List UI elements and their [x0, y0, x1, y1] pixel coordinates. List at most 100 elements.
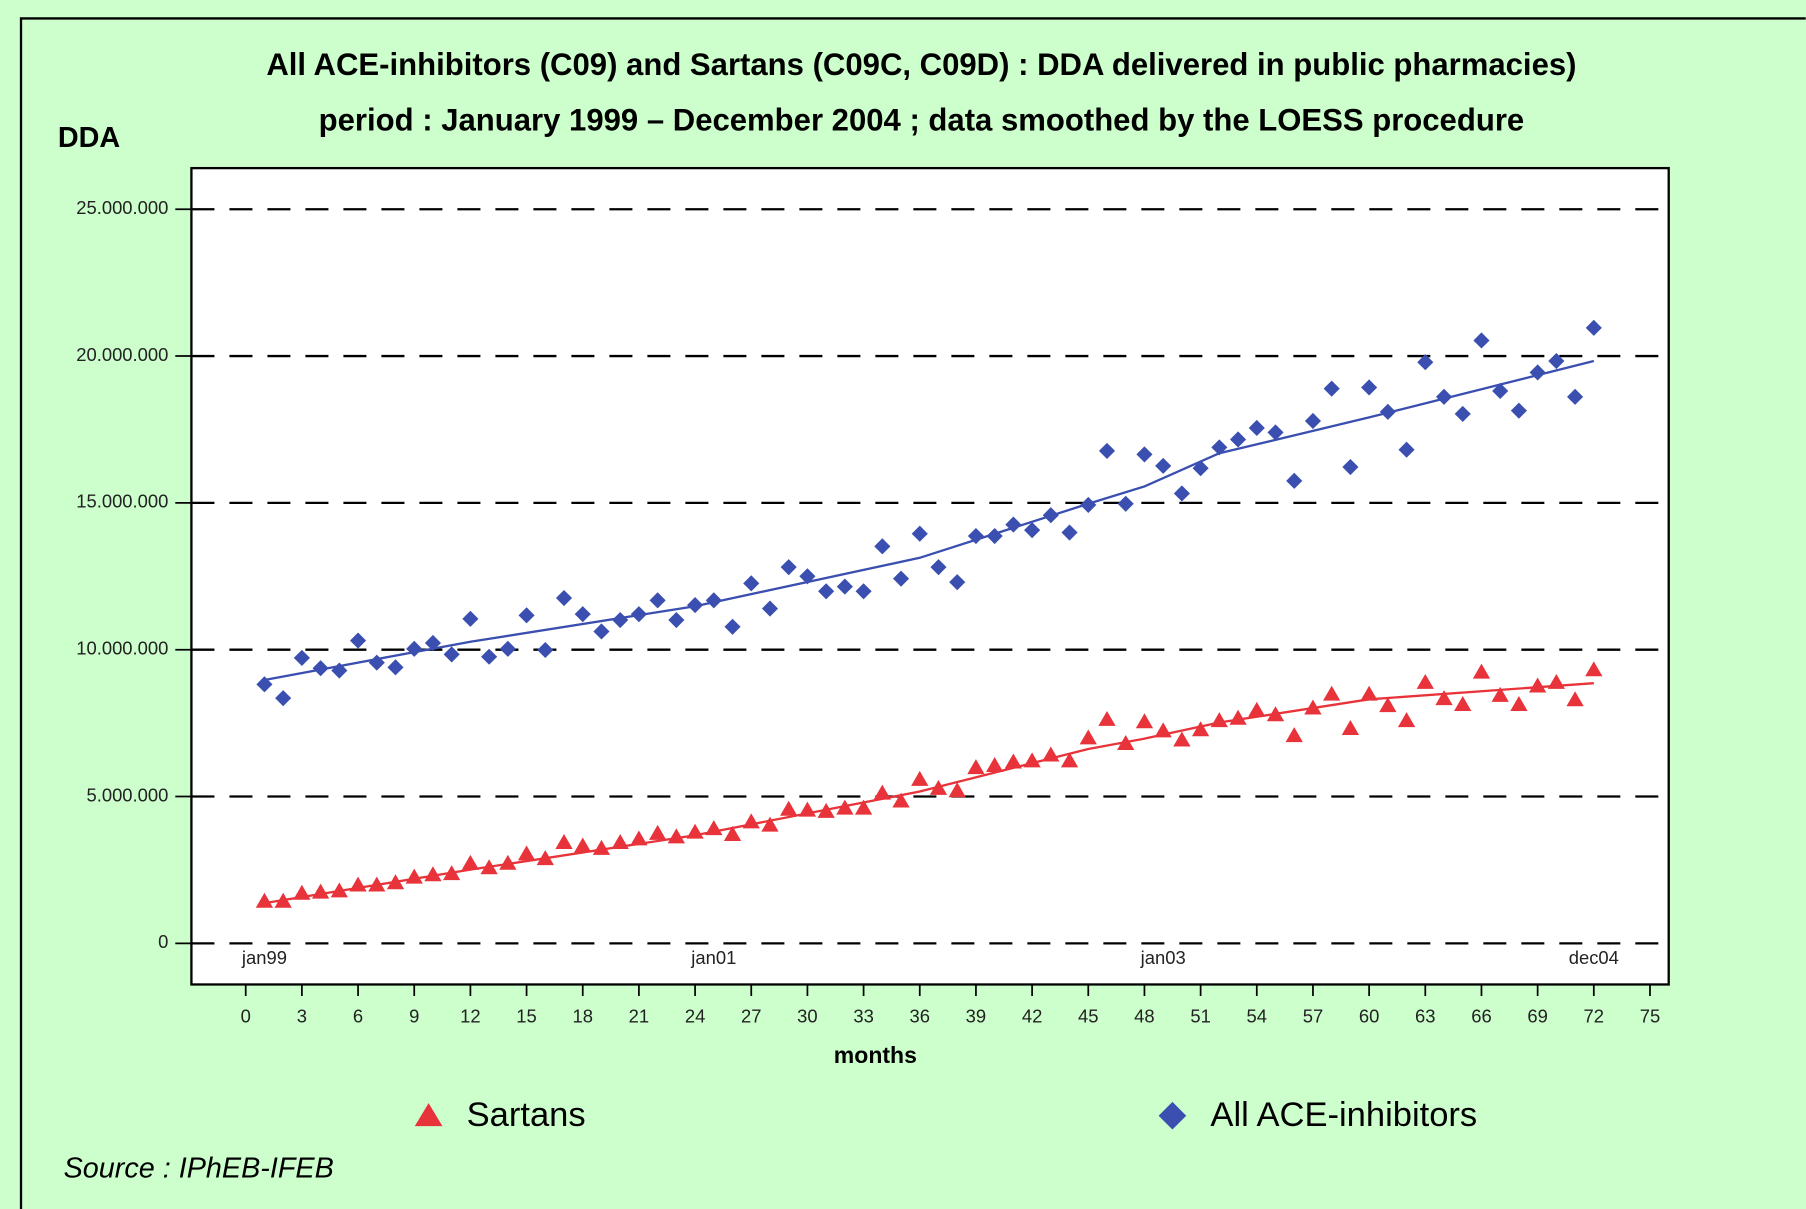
diamond-marker — [1192, 460, 1209, 477]
legend-marker — [1158, 1101, 1187, 1130]
x-tick-label: 30 — [797, 1006, 817, 1027]
triangle-marker — [911, 770, 929, 786]
x-tick-label: 39 — [966, 1006, 986, 1027]
x-tick-label: 48 — [1134, 1006, 1154, 1027]
x-tick-label: 51 — [1190, 1006, 1210, 1027]
triangle-marker — [1285, 727, 1303, 743]
triangle-marker — [499, 854, 517, 870]
diamond-marker — [892, 570, 910, 587]
frame — [19, 17, 1806, 1209]
triangle-marker — [1117, 735, 1135, 750]
period-label: jan99 — [241, 947, 287, 968]
diamond-marker — [1136, 446, 1153, 463]
diamond-marker — [1024, 522, 1041, 539]
triangle-marker — [1079, 729, 1097, 745]
x-tick-label: 33 — [853, 1006, 873, 1027]
triangle-marker — [648, 824, 667, 840]
diamond-marker — [1417, 354, 1434, 371]
triangle-marker — [742, 813, 760, 829]
triangle-marker — [929, 779, 948, 795]
triangle-marker — [1360, 685, 1378, 701]
diamond-marker — [986, 527, 1003, 545]
diamond-marker — [293, 649, 310, 666]
diamond-marker — [967, 527, 984, 545]
triangle-marker — [1098, 710, 1116, 726]
diamond-marker — [1548, 352, 1565, 370]
x-tick-label: 75 — [1640, 1006, 1660, 1027]
diamond-marker — [537, 641, 554, 659]
triangle-marker — [1472, 663, 1491, 679]
diamond-marker — [256, 676, 273, 693]
y-tick-label: 15.000.000 — [76, 491, 168, 512]
diamond-marker — [555, 589, 573, 607]
triangle-marker — [405, 868, 423, 884]
period-label: dec04 — [1569, 947, 1619, 968]
x-tick-label: 63 — [1415, 1006, 1435, 1027]
diamond-marker — [462, 610, 479, 627]
triangle-marker — [536, 850, 554, 866]
x-tick-label: 57 — [1303, 1006, 1323, 1027]
triangle-marker — [667, 828, 685, 844]
triangle-marker — [1547, 673, 1565, 689]
x-tick-label: 6 — [353, 1006, 363, 1027]
y-tick-label: 25.000.000 — [76, 197, 168, 218]
diamond-marker — [1267, 424, 1284, 441]
triangle-marker — [1023, 752, 1041, 768]
triangle-marker — [461, 854, 480, 870]
diamond-marker — [1361, 379, 1378, 396]
diamond-marker — [1117, 495, 1134, 512]
diamond-marker — [836, 578, 853, 595]
triangle-marker — [1210, 712, 1228, 728]
diamond-marker — [1492, 382, 1509, 400]
triangle-marker — [1435, 690, 1453, 706]
diamond-marker — [649, 592, 666, 609]
x-axis-label: months — [834, 1042, 917, 1068]
diamond-marker — [911, 525, 928, 542]
x-tick-label: 45 — [1078, 1006, 1098, 1027]
period-label: jan01 — [690, 947, 736, 968]
diamond-marker — [387, 659, 404, 676]
x-tick-label: 0 — [241, 1006, 251, 1027]
triangle-marker — [1248, 701, 1266, 717]
diamond-marker — [1229, 431, 1247, 448]
x-tick-label: 18 — [572, 1006, 592, 1027]
x-tick-label: 60 — [1359, 1006, 1379, 1027]
triangle-marker — [1060, 752, 1079, 768]
diamond-marker — [1323, 380, 1340, 397]
diamond-marker — [443, 646, 460, 663]
diamond-marker — [1510, 402, 1527, 419]
triangle-marker — [311, 883, 330, 899]
triangle-marker — [854, 799, 873, 815]
y-tick-label: 20.000.000 — [76, 344, 168, 365]
diamond-marker — [1304, 412, 1322, 430]
diamond-marker — [799, 568, 816, 585]
triangle-marker — [480, 859, 498, 875]
diamond-marker — [349, 632, 367, 649]
diamond-marker — [1211, 439, 1228, 456]
y-tick-label: 5.000.000 — [86, 784, 168, 805]
diamond-marker — [1473, 332, 1490, 349]
triangle-marker — [780, 800, 798, 816]
triangle-marker — [330, 882, 348, 898]
chart-title: All ACE-inhibitors (C09) and Sartans (C0… — [266, 47, 1576, 82]
diamond-marker — [1098, 442, 1116, 459]
plot-area — [190, 166, 1670, 986]
diamond-marker — [1080, 496, 1097, 513]
triangle-marker — [761, 816, 779, 832]
y-tick-label: 10.000.000 — [76, 638, 168, 659]
triangle-marker — [517, 845, 536, 861]
triangle-marker — [424, 866, 442, 882]
triangle-marker — [293, 884, 311, 900]
triangle-marker — [1042, 746, 1060, 762]
triangle-marker — [1173, 731, 1191, 747]
diamond-marker — [818, 583, 835, 600]
diamond-marker — [1173, 485, 1190, 502]
x-tick-label: 3 — [297, 1006, 307, 1027]
diamond-marker — [1585, 319, 1602, 336]
triangle-marker — [555, 833, 573, 849]
legend-label: All ACE-inhibitors — [1210, 1096, 1477, 1134]
triangle-marker — [967, 759, 985, 775]
triangle-marker — [1323, 685, 1341, 701]
triangle-marker — [592, 839, 611, 855]
